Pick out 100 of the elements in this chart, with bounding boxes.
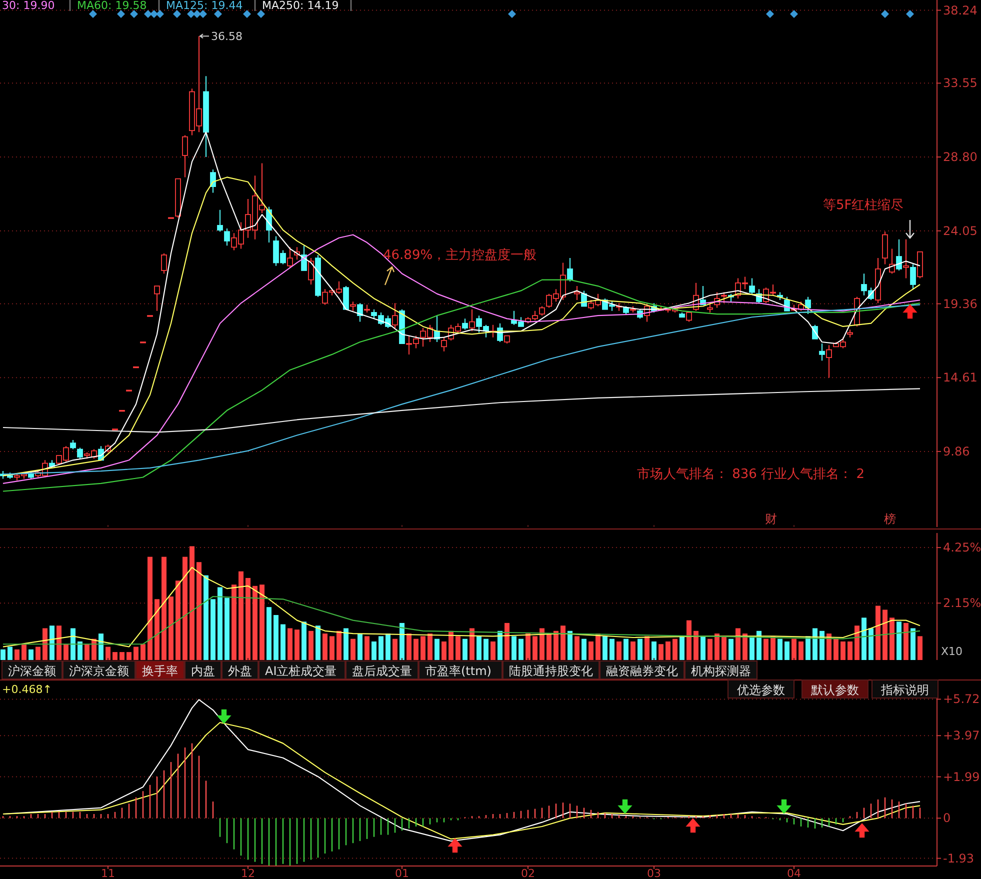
bar: [680, 636, 684, 660]
bar: [826, 634, 832, 660]
bar: [140, 644, 146, 660]
bar: [714, 634, 720, 660]
bar: [568, 630, 572, 660]
y-tick-label: +3.97: [943, 728, 980, 743]
bar: [434, 638, 440, 660]
candlestick: [721, 292, 727, 304]
bar: [736, 628, 740, 660]
candlestick: [70, 439, 76, 450]
bar: [14, 649, 20, 660]
bar: [896, 622, 902, 660]
bar: [224, 598, 230, 660]
y-tick-label: +1.99: [943, 770, 980, 784]
bar: [218, 587, 222, 660]
y-tick-label: 2.15%: [943, 596, 981, 610]
bar: [540, 628, 544, 660]
text: MA60: 19.58: [77, 0, 147, 12]
bar: [406, 634, 412, 660]
bar: [784, 641, 790, 660]
bar: [644, 636, 650, 660]
bar: [526, 634, 530, 660]
x-tick-label: 02: [521, 867, 535, 879]
bar: [112, 652, 118, 660]
bar: [372, 641, 376, 660]
bar: [476, 636, 482, 660]
candlestick: [686, 312, 692, 322]
bar: [204, 575, 208, 660]
annotation: 等5F红柱缩尽: [823, 198, 904, 213]
line-series: [2, 566, 921, 648]
candlestick: [350, 301, 356, 312]
bar: [554, 630, 558, 660]
y-tick-label: 33.55: [943, 76, 978, 90]
bar: [512, 636, 516, 660]
annotation: 财: [765, 512, 777, 526]
line-series: [2, 388, 921, 433]
bar: [42, 628, 48, 660]
bar: [616, 641, 622, 660]
bar: [708, 638, 712, 660]
bar: [532, 636, 538, 660]
candlestick: [210, 168, 216, 194]
y-tick-label: -1.93: [943, 851, 974, 866]
bar: [308, 630, 314, 660]
bar: [868, 628, 874, 660]
bar: [252, 586, 258, 660]
bar: [378, 636, 384, 660]
y-tick-label: 19.36: [943, 296, 978, 311]
bar: [392, 638, 398, 660]
bar: [386, 634, 390, 660]
bar: [890, 618, 894, 660]
bar: [862, 618, 866, 660]
candlestick: [819, 343, 825, 362]
bar: [162, 556, 166, 660]
bar: [518, 638, 524, 660]
bar: [666, 641, 670, 660]
text: X10: [941, 645, 963, 658]
bar: [490, 641, 496, 660]
bar: [36, 646, 40, 660]
x-tick-label: 01: [395, 867, 409, 879]
text: 沪深京金额: [69, 664, 129, 678]
annotation: 46.89%，主力控盘度一般: [383, 247, 537, 263]
bar: [134, 646, 138, 660]
bar: [168, 596, 174, 660]
bar: [722, 636, 726, 660]
bar: [288, 628, 292, 660]
candlestick: [462, 318, 468, 330]
candlestick: [567, 258, 573, 282]
text: 换手率: [142, 664, 178, 678]
bar: [848, 641, 852, 660]
line-series: [2, 596, 921, 645]
bar: [546, 634, 552, 660]
candlestick: [343, 286, 349, 310]
bar: [64, 644, 68, 660]
bar: [672, 638, 678, 660]
candlestick: [910, 264, 916, 290]
bar: [602, 636, 608, 660]
bar: [904, 622, 908, 660]
bar: [588, 641, 594, 660]
text: AI立桩成交量: [265, 664, 337, 678]
bar: [442, 641, 446, 660]
bar: [56, 626, 62, 660]
bar: [470, 628, 474, 660]
bar: [358, 634, 362, 660]
bar: [344, 628, 348, 660]
text: 市盈率(ttm): [425, 664, 492, 678]
bar: [630, 641, 636, 660]
bar: [182, 556, 188, 660]
bar: [232, 584, 236, 660]
bar: [694, 630, 698, 660]
bar: [246, 578, 250, 660]
bar: [750, 636, 754, 660]
bar: [316, 626, 320, 660]
bar: [238, 571, 244, 660]
candlestick: [182, 134, 188, 178]
annotation: 指标说明: [880, 683, 929, 697]
bar: [910, 628, 916, 660]
candlestick: [805, 296, 811, 315]
y-tick-label: 4.25%: [943, 540, 981, 555]
candlestick: [392, 302, 398, 329]
bar: [120, 652, 124, 660]
